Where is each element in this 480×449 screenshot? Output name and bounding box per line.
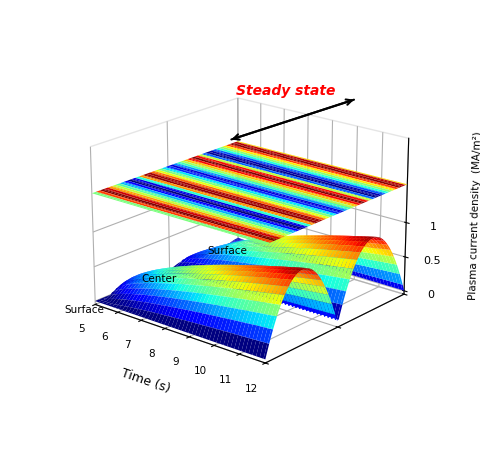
X-axis label: Time (s): Time (s) xyxy=(119,366,171,395)
Text: Steady state: Steady state xyxy=(236,84,335,98)
